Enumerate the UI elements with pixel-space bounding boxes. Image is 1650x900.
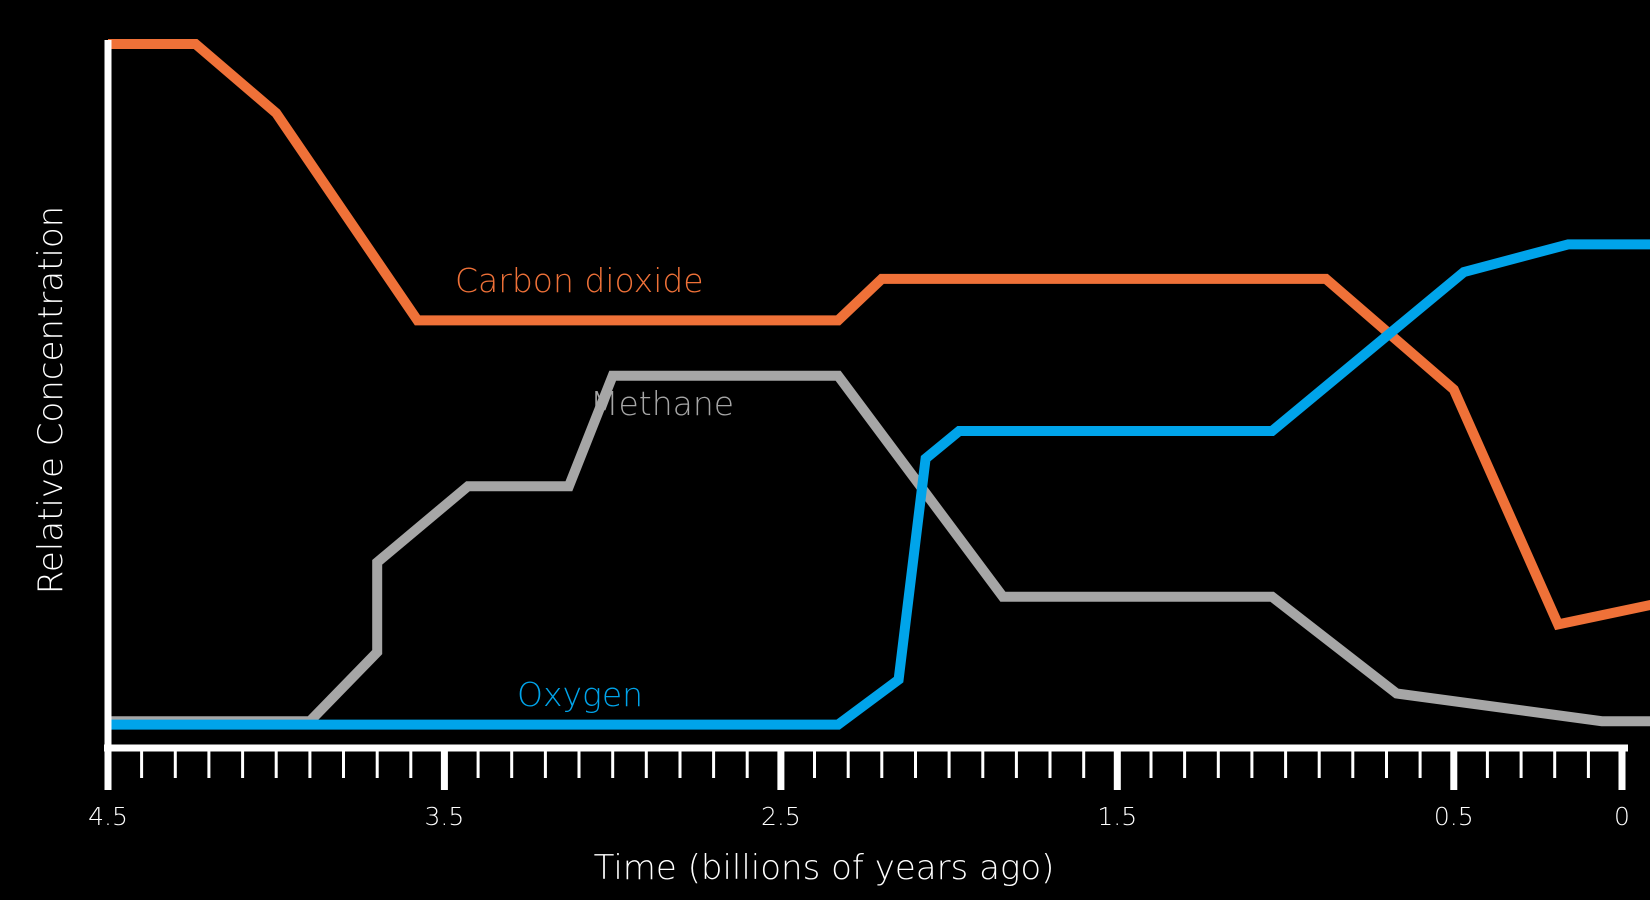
axis-layer: 4.5 3.5 2.5 1.5 0.5 0 (88, 40, 1630, 831)
x-tick-label: 1.5 (1097, 802, 1137, 831)
series-line-oxygen (108, 239, 1650, 730)
series-label-oxygen: Oxygen (517, 675, 643, 714)
series-label-carbon-dioxide: Carbon dioxide (455, 261, 704, 300)
series-line-methane (108, 370, 1650, 727)
label-layer: Carbon dioxide Methane Oxygen Time (bill… (31, 206, 1054, 888)
x-tick-label: 0 (1614, 802, 1630, 831)
series-line-carbon-dioxide (108, 39, 1650, 631)
series-layer (108, 39, 1650, 730)
y-axis-title: Relative Concentration (31, 206, 71, 594)
x-tick-label: 3.5 (425, 802, 465, 831)
series-label-methane: Methane (590, 384, 734, 423)
x-tick-label: 0.5 (1434, 802, 1474, 831)
x-tick-label: 4.5 (88, 802, 128, 831)
x-axis-title: Time (billions of years ago) (594, 848, 1055, 888)
x-tick-label: 2.5 (761, 802, 801, 831)
